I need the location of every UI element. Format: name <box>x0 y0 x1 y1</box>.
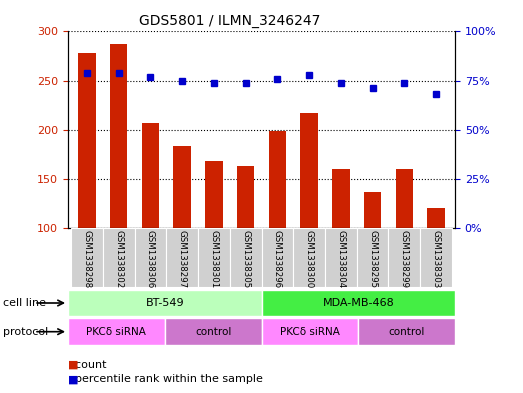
Text: GSM1338306: GSM1338306 <box>146 230 155 288</box>
Bar <box>198 228 230 287</box>
Text: PKCδ siRNA: PKCδ siRNA <box>280 327 340 337</box>
Text: GSM1338298: GSM1338298 <box>83 230 92 288</box>
Bar <box>357 228 389 287</box>
Bar <box>174 147 191 228</box>
Text: GSM1338297: GSM1338297 <box>178 230 187 288</box>
Bar <box>389 228 420 287</box>
Text: GSM1338301: GSM1338301 <box>209 230 219 288</box>
Bar <box>300 113 318 228</box>
Bar <box>358 318 455 345</box>
Bar <box>395 169 413 228</box>
Text: GSM1338296: GSM1338296 <box>273 230 282 288</box>
Text: ■: ■ <box>68 360 78 370</box>
Bar <box>134 228 166 287</box>
Text: GSM1338295: GSM1338295 <box>368 230 377 288</box>
Bar <box>332 169 349 228</box>
Text: percentile rank within the sample: percentile rank within the sample <box>68 374 263 384</box>
Text: GSM1338303: GSM1338303 <box>431 230 440 288</box>
Bar <box>427 208 445 228</box>
Bar <box>165 318 262 345</box>
Text: protocol: protocol <box>3 327 48 337</box>
Bar <box>166 228 198 287</box>
Bar <box>237 166 254 228</box>
Bar <box>325 228 357 287</box>
Bar <box>78 53 96 228</box>
Text: control: control <box>195 327 231 337</box>
Bar <box>293 228 325 287</box>
Bar <box>205 161 223 228</box>
Text: PKCδ siRNA: PKCδ siRNA <box>86 327 146 337</box>
Bar <box>420 228 452 287</box>
Bar <box>230 228 262 287</box>
Text: GSM1338304: GSM1338304 <box>336 230 345 288</box>
Text: control: control <box>389 327 425 337</box>
Text: GSM1338300: GSM1338300 <box>304 230 314 288</box>
Bar <box>103 228 134 287</box>
Text: BT-549: BT-549 <box>145 298 184 308</box>
Text: count: count <box>68 360 107 370</box>
Bar <box>364 191 381 228</box>
Bar <box>262 318 358 345</box>
Text: GDS5801 / ILMN_3246247: GDS5801 / ILMN_3246247 <box>140 14 321 28</box>
Bar <box>142 123 159 228</box>
Bar <box>68 318 165 345</box>
Text: GSM1338305: GSM1338305 <box>241 230 250 288</box>
Text: cell line: cell line <box>3 298 46 308</box>
Text: GSM1338302: GSM1338302 <box>114 230 123 288</box>
Text: ■: ■ <box>68 374 78 384</box>
Bar <box>68 290 262 316</box>
Bar <box>71 228 103 287</box>
Bar <box>269 130 286 228</box>
Bar <box>110 44 128 228</box>
Text: GSM1338299: GSM1338299 <box>400 230 409 288</box>
Text: MDA-MB-468: MDA-MB-468 <box>322 298 394 308</box>
Bar <box>262 290 455 316</box>
Bar <box>262 228 293 287</box>
